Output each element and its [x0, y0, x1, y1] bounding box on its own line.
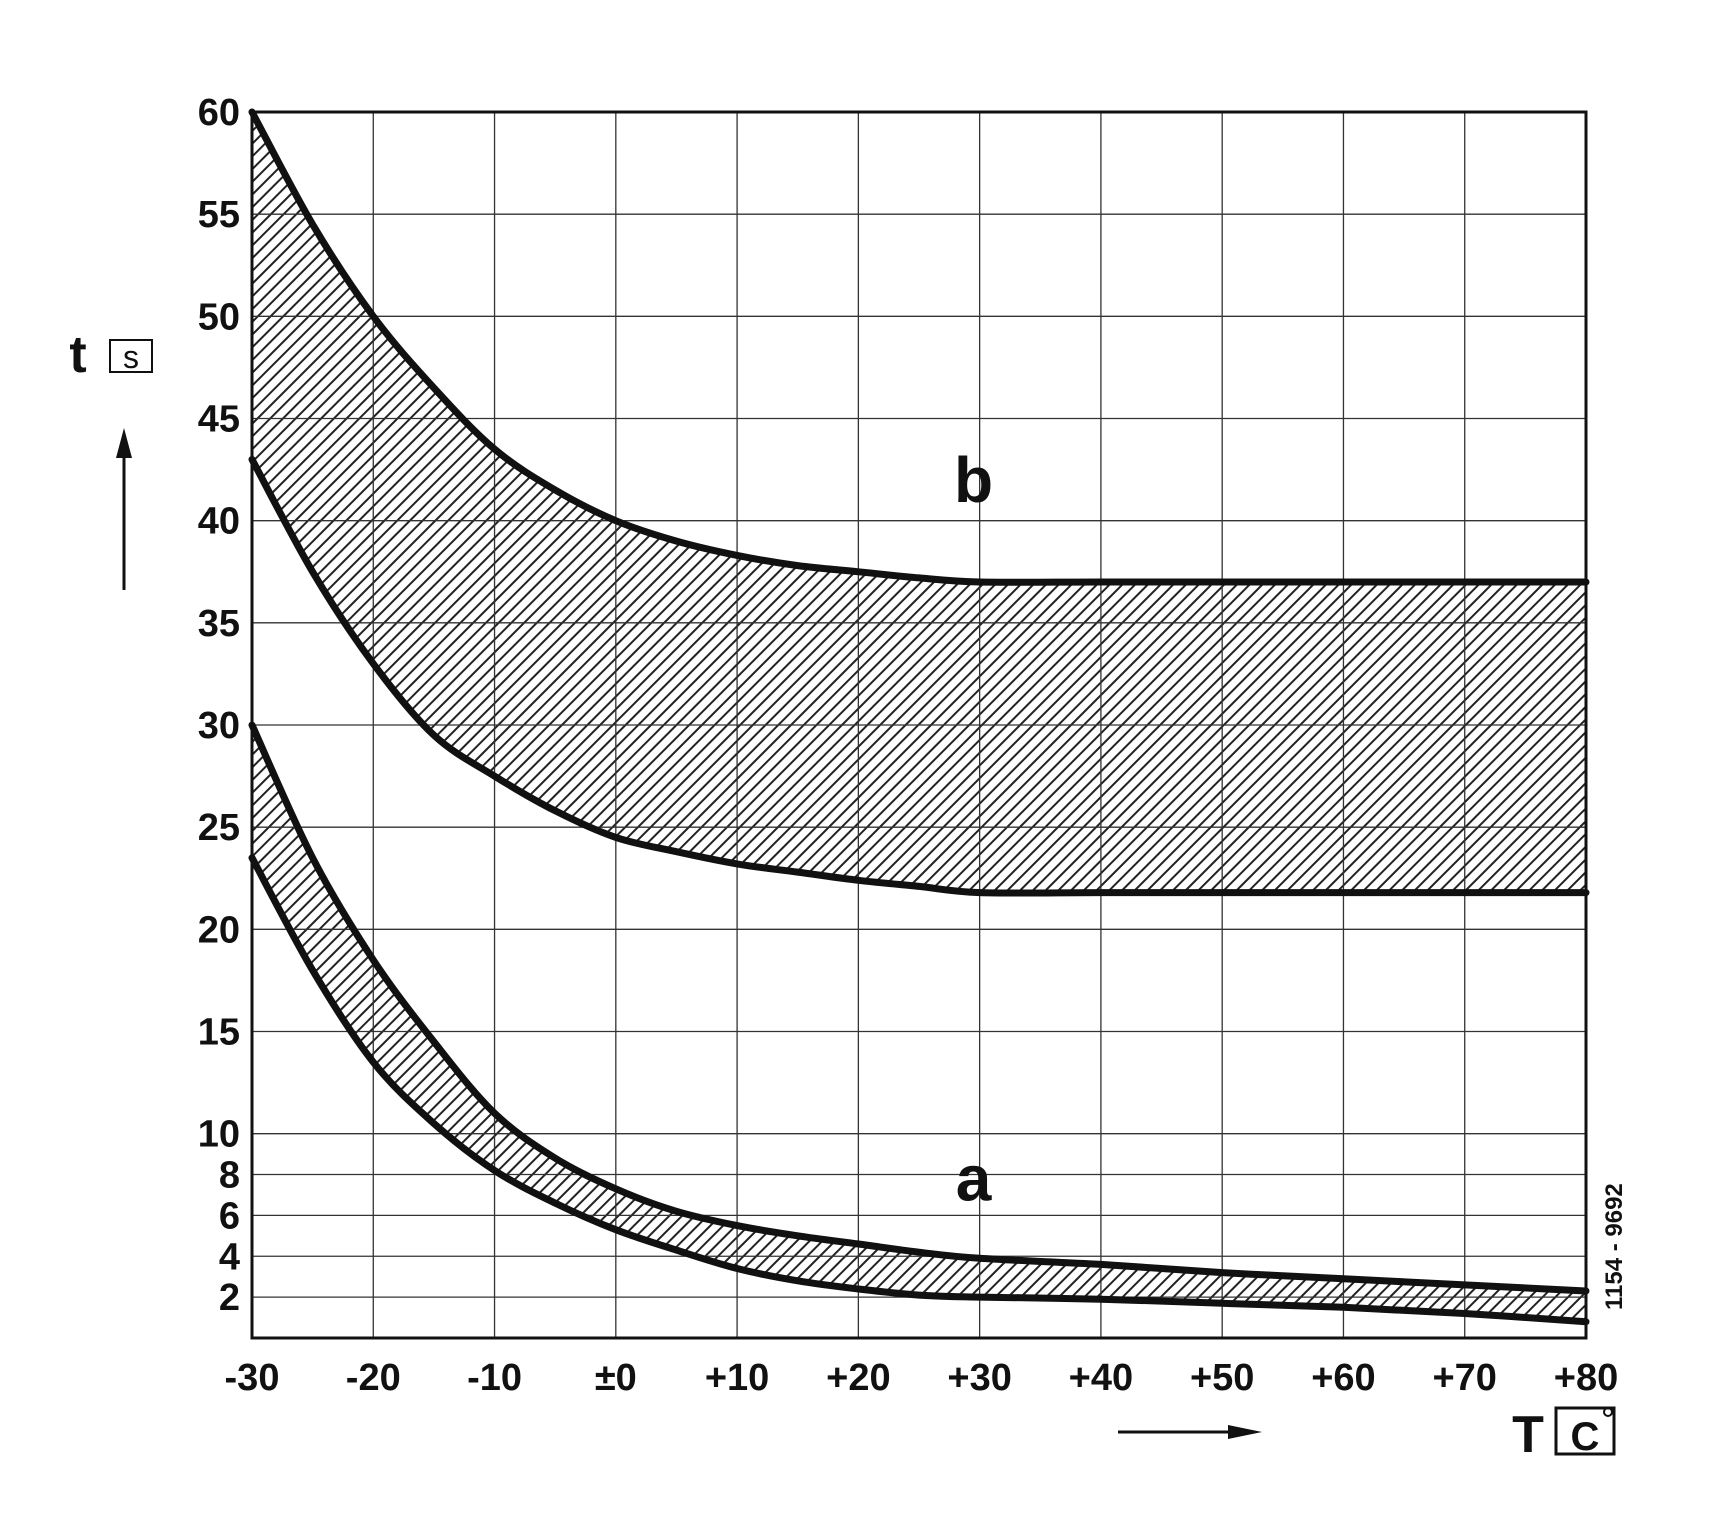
bands-layer [252, 112, 1586, 1322]
y-tick-label: 40 [198, 501, 240, 543]
plot-frame [250, 110, 1588, 1340]
y-tick-label: 35 [198, 603, 240, 645]
grid-layer [252, 112, 1586, 1338]
y-tick-label: 6 [219, 1195, 240, 1237]
x-axis-arrow-icon [1228, 1425, 1262, 1439]
x-unit-box [1554, 1406, 1616, 1456]
band-b-area [252, 112, 1586, 894]
x-tick-label: -10 [467, 1357, 522, 1399]
y-tick-label: 50 [198, 296, 240, 338]
x-tick-label: +30 [947, 1357, 1011, 1399]
y-axis-arrow-icon [116, 428, 132, 458]
x-tick-label: ±0 [595, 1357, 637, 1399]
x-axis-title: T [1512, 1406, 1544, 1464]
x-axis-title-group: T C [1118, 1406, 1616, 1464]
band-a-lower-curve [248, 854, 1590, 1326]
x-tick-label: +60 [1311, 1357, 1375, 1399]
band-b-upper-curve [248, 108, 1590, 586]
x-tick-label: -30 [225, 1357, 280, 1399]
x-tick-label: +40 [1069, 1357, 1133, 1399]
y-axis-title: t [69, 326, 86, 384]
x-tick-label: +70 [1432, 1357, 1496, 1399]
y-tick-label: 25 [198, 807, 240, 849]
band-label-b: b [954, 444, 993, 516]
x-tick-label: +80 [1554, 1357, 1618, 1399]
y-tick-label: 55 [198, 194, 240, 236]
x-tick-label: -20 [346, 1357, 401, 1399]
degree-icon [1603, 1407, 1613, 1417]
y-tick-label: 4 [219, 1236, 240, 1278]
band-b-lower-curve [248, 455, 1590, 897]
x-tick-label: +20 [826, 1357, 890, 1399]
y-tick-label: 2 [219, 1277, 240, 1319]
y-tick-label: 15 [198, 1012, 240, 1054]
x-axis-unit: C [1571, 1415, 1600, 1459]
x-tick-label: +10 [705, 1357, 769, 1399]
y-tick-label: 8 [219, 1155, 240, 1197]
y-axis-unit: s [123, 339, 139, 375]
y-tick-label: 10 [198, 1114, 240, 1156]
band-a-upper-curve [248, 721, 1590, 1295]
x-tick-label: +50 [1190, 1357, 1254, 1399]
y-tick-label: 45 [198, 399, 240, 441]
y-tick-label: 60 [198, 92, 240, 134]
band-label-a: a [956, 1143, 992, 1215]
curves-layer [248, 108, 1590, 1326]
y-tick-label: 20 [198, 909, 240, 951]
y-unit-box [109, 339, 153, 373]
drawing-number: 1154 - 9692 [1601, 1183, 1628, 1310]
y-axis-title-group: t s [69, 326, 153, 590]
ticks-layer: -30 -20 -10 ±0 +10 +20 +30 +40 +50 +60 +70 +8024681… [198, 92, 1619, 1399]
band-labels-layer: ba [954, 444, 993, 1215]
y-tick-label: 30 [198, 705, 240, 747]
